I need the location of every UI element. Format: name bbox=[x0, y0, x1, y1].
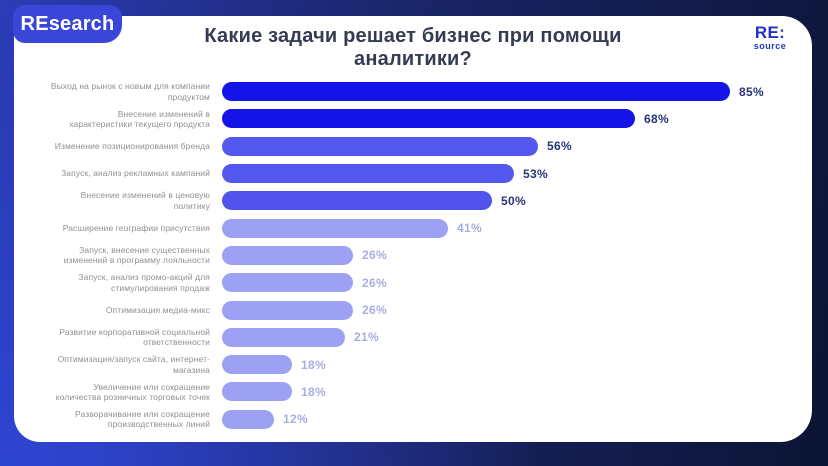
bar-zone: 18% bbox=[222, 355, 326, 375]
chart-row: Развитие корпоративной социальной ответс… bbox=[14, 324, 812, 351]
chart-row: Разворачивание или сокращение производст… bbox=[14, 406, 812, 433]
value-label: 18% bbox=[301, 384, 326, 399]
resource-logo-source: source bbox=[753, 41, 787, 51]
bar-zone: 26% bbox=[222, 300, 387, 320]
bar-zone: 26% bbox=[222, 273, 387, 293]
bar bbox=[222, 164, 514, 184]
chart-row: Запуск, внесение существенных изменений … bbox=[14, 242, 812, 269]
value-label: 26% bbox=[362, 248, 387, 263]
value-label: 50% bbox=[501, 193, 526, 208]
category-label: Оптимизация/запуск сайта, интернет- мага… bbox=[57, 354, 210, 375]
value-label: 12% bbox=[283, 412, 308, 427]
value-label: 56% bbox=[547, 139, 572, 154]
value-label: 85% bbox=[739, 84, 764, 99]
bar-zone: 41% bbox=[222, 218, 482, 238]
bar bbox=[222, 245, 353, 265]
bar-zone: 53% bbox=[222, 164, 548, 184]
category-label: Увеличение или сокращение количества роз… bbox=[55, 381, 210, 402]
chart-row: Внесение изменений в характеристики теку… bbox=[14, 105, 812, 132]
value-label: 26% bbox=[362, 303, 387, 318]
bar-chart: Выход на рынок с новым для компании прод… bbox=[14, 78, 812, 433]
chart-row: Оптимизация/запуск сайта, интернет- мага… bbox=[14, 351, 812, 378]
bar bbox=[222, 355, 292, 375]
chart-row: Оптимизация медиа-микс 26% bbox=[14, 296, 812, 323]
bar bbox=[222, 82, 730, 102]
bar bbox=[222, 300, 353, 320]
value-label: 41% bbox=[457, 221, 482, 236]
category-label: Запуск, внесение существенных изменений … bbox=[63, 245, 210, 266]
bar bbox=[222, 273, 353, 293]
bar-zone: 12% bbox=[222, 409, 308, 429]
chart-title: Какие задачи решает бизнес при помощи ан… bbox=[204, 25, 622, 70]
category-label: Развитие корпоративной социальной ответс… bbox=[59, 326, 210, 348]
category-label: Запуск, анализ промо-акций для стимулиро… bbox=[78, 272, 210, 293]
research-badge-label: REsearch bbox=[20, 12, 115, 35]
bar bbox=[222, 109, 635, 129]
bar-zone: 18% bbox=[222, 382, 326, 402]
bar-zone: 50% bbox=[222, 191, 526, 211]
content-card: Какие задачи решает бизнес при помощи ан… bbox=[14, 16, 812, 442]
bar-zone: 21% bbox=[222, 327, 379, 347]
category-label: Запуск, анализ рекламных кампаний bbox=[61, 168, 210, 179]
resource-logo-re: RE: bbox=[754, 23, 786, 42]
chart-row: Расширение географии присутствия 41% bbox=[14, 214, 812, 241]
bar bbox=[222, 218, 448, 238]
bar bbox=[222, 409, 274, 429]
category-label: Оптимизация медиа-микс bbox=[105, 304, 210, 315]
research-badge: REsearch bbox=[13, 5, 122, 43]
value-label: 68% bbox=[644, 111, 669, 126]
bar-zone: 26% bbox=[222, 245, 387, 265]
category-label: Выход на рынок с новым для компании прод… bbox=[50, 81, 210, 102]
bar bbox=[222, 327, 345, 347]
bar bbox=[222, 136, 538, 156]
chart-row: Запуск, анализ промо-акций для стимулиро… bbox=[14, 269, 812, 296]
value-label: 26% bbox=[362, 275, 387, 290]
bar-zone: 56% bbox=[222, 136, 572, 156]
resource-logo: RE: source bbox=[744, 24, 796, 51]
chart-row: Внесение изменений в ценовую политику 50% bbox=[14, 187, 812, 214]
bar-zone: 85% bbox=[222, 82, 764, 102]
category-label: Изменение позиционирования бренда bbox=[54, 141, 210, 152]
chart-row: Увеличение или сокращение количества роз… bbox=[14, 378, 812, 405]
category-label: Внесение изменений в ценовую политику bbox=[80, 190, 210, 211]
value-label: 18% bbox=[301, 357, 326, 372]
bar bbox=[222, 382, 292, 402]
chart-row: Изменение позиционирования бренда 56% bbox=[14, 133, 812, 160]
chart-row: Запуск, анализ рекламных кампаний 53% bbox=[14, 160, 812, 187]
bar-zone: 68% bbox=[222, 109, 669, 129]
bar bbox=[222, 191, 492, 211]
category-label: Внесение изменений в характеристики теку… bbox=[69, 108, 210, 129]
value-label: 53% bbox=[523, 166, 548, 181]
chart-row: Выход на рынок с новым для компании прод… bbox=[14, 78, 812, 105]
category-label: Расширение географии присутствия bbox=[62, 222, 210, 233]
category-label: Разворачивание или сокращение производст… bbox=[75, 408, 210, 430]
value-label: 21% bbox=[354, 330, 379, 345]
